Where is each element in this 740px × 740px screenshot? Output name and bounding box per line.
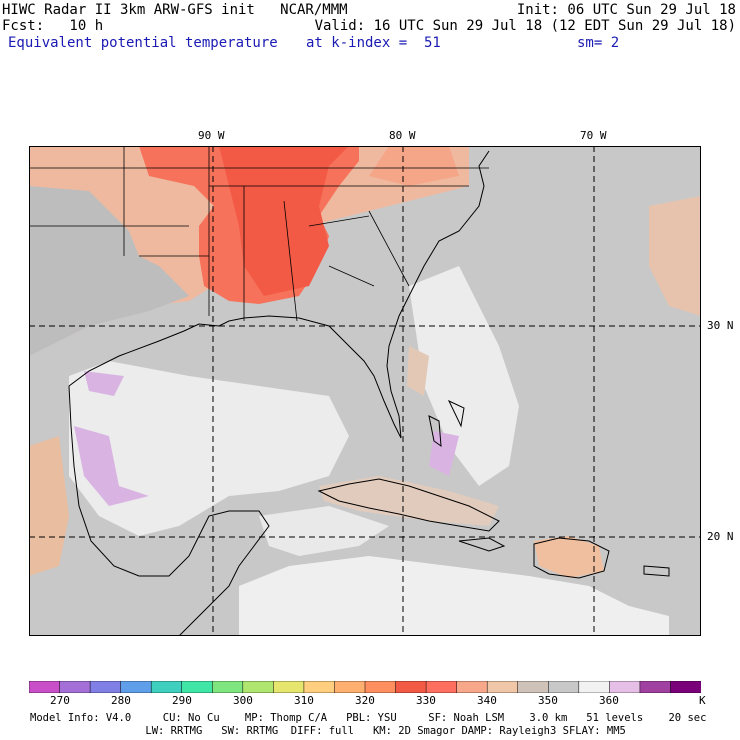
colorbar-tick-label: 360 <box>599 694 619 707</box>
colorbar-swatch <box>120 681 152 693</box>
field-lavender-1 <box>84 371 124 396</box>
colorbar-swatch <box>334 681 366 693</box>
colorbar-tick-label: 310 <box>294 694 314 707</box>
colorbar-swatch <box>578 681 611 693</box>
field-peach-east <box>649 196 701 316</box>
colorbar-tick-label: 320 <box>355 694 375 707</box>
lon-label-70w: 70 W <box>580 129 607 142</box>
colorbar-swatch <box>486 681 519 693</box>
coastlines <box>68 150 670 636</box>
colorbar-swatch <box>150 681 183 693</box>
colorbar-swatch <box>303 681 336 693</box>
map-frame <box>29 146 701 636</box>
colorbar-swatch <box>273 681 305 693</box>
colorbar-swatch <box>517 681 550 693</box>
colorbar-swatch <box>181 681 214 693</box>
smoothing: sm= 2 <box>577 35 620 51</box>
colorbar-tick-label: 330 <box>416 694 436 707</box>
state-borders <box>29 146 489 322</box>
field-red-core <box>219 146 349 296</box>
forecast-hour: Fcst: 10 h <box>2 18 104 34</box>
field-name: Equivalent potential temperature <box>8 35 278 51</box>
colorbar-swatch <box>242 681 275 693</box>
colorbar <box>29 681 701 693</box>
field-light-atlantic <box>409 266 519 486</box>
colorbar-labels: 270 280 290 300 310 320 330 340 350 360 K <box>0 695 740 709</box>
field-peach-patch <box>369 146 459 186</box>
field-light-caribbean <box>239 556 669 636</box>
lat-label-30n: 30 N <box>707 319 734 332</box>
colorbar-swatch <box>89 681 122 693</box>
map-panel <box>29 146 701 636</box>
valid-time: Valid: 16 UTC Sun 29 Jul 18 (12 EDT Sun … <box>314 18 736 34</box>
field-peach-bahamas <box>407 346 429 396</box>
colorbar-swatch <box>639 681 672 693</box>
graticule <box>29 146 701 636</box>
title-left: HIWC Radar II 3km ARW-GFS init NCAR/MMM <box>2 2 348 18</box>
field-peach-mexico <box>29 436 69 576</box>
colorbar-tick-label: 270 <box>50 694 70 707</box>
colorbar-tick-label: K <box>699 694 706 707</box>
field-light-gulf <box>69 361 349 536</box>
lat-label-20n: 20 N <box>707 530 734 543</box>
field-light-carib2 <box>259 506 389 556</box>
colorbar-swatch <box>59 681 91 693</box>
colorbar-tick-label: 280 <box>111 694 131 707</box>
colorbar-tick-label: 300 <box>233 694 253 707</box>
colorbar-swatch <box>212 681 244 693</box>
field-peach-hispaniola <box>534 536 604 578</box>
colorbar-tick-label: 350 <box>538 694 558 707</box>
k-index: at k-index = 51 <box>306 35 441 51</box>
lon-label-90w: 90 W <box>198 129 225 142</box>
colorbar-swatch <box>609 681 641 693</box>
colorbar-swatch <box>425 681 458 693</box>
colorbar-swatch <box>29 681 61 693</box>
colorbar-swatch <box>395 681 427 693</box>
colorbar-swatch <box>456 681 488 693</box>
colorbar-swatch <box>364 681 397 693</box>
colorbar-tick-label: 290 <box>172 694 192 707</box>
colorbar-swatch <box>548 681 580 693</box>
init-time: Init: 06 UTC Sun 29 Jul 18 <box>516 2 736 18</box>
field-lavender-2 <box>74 426 149 506</box>
field-gray-land-west <box>29 186 189 356</box>
field-peach-cuba <box>319 476 499 526</box>
model-info-line2: LW: RRTMG SW: RRTMG DIFF: full KM: 2D Sm… <box>0 725 626 737</box>
colorbar-swatch <box>670 681 701 693</box>
colorbar-tick-label: 340 <box>477 694 497 707</box>
lon-label-80w: 80 W <box>389 129 416 142</box>
model-info-line1: Model Info: V4.0 CU: No Cu MP: Thomp C/A… <box>30 712 707 724</box>
